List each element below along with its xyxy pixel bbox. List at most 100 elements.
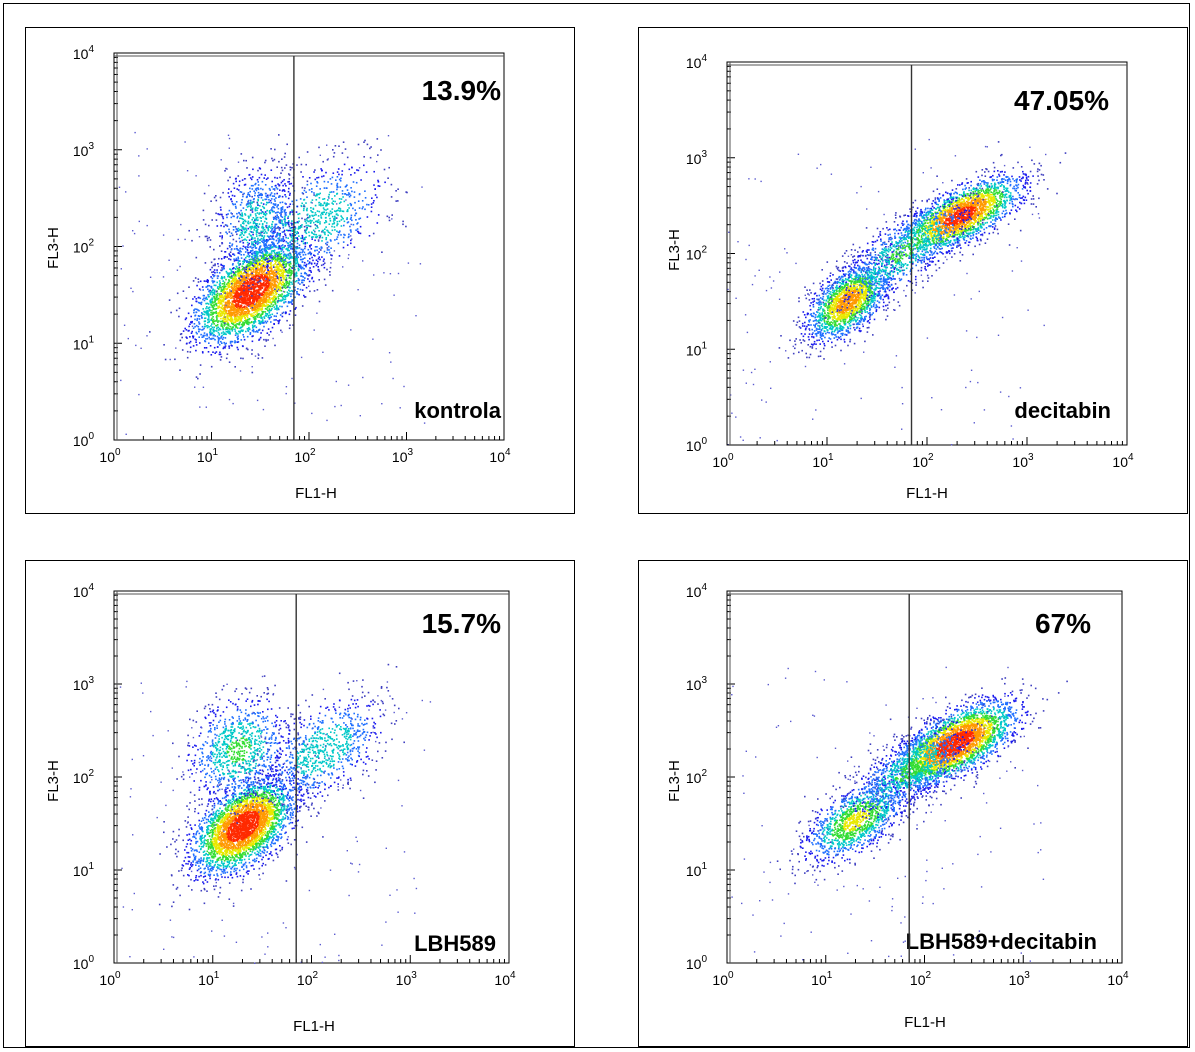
event-point: [263, 242, 265, 244]
event-point: [263, 282, 265, 285]
event-point: [261, 194, 263, 196]
event-point: [254, 266, 256, 269]
event-point: [263, 293, 266, 295]
event-point: [269, 189, 271, 191]
event-point: [262, 265, 265, 267]
event-point: [234, 310, 236, 312]
event-point: [276, 258, 279, 261]
event-point: [223, 346, 225, 348]
event-point: [259, 246, 261, 248]
event-point: [340, 198, 343, 200]
event-point: [233, 295, 236, 297]
event-point: [262, 263, 265, 266]
event-point: [285, 211, 287, 214]
event-point: [323, 187, 326, 189]
event-point: [228, 345, 230, 347]
event-point: [230, 307, 232, 310]
event-point: [281, 312, 284, 315]
event-point: [248, 294, 250, 296]
event-point: [235, 288, 238, 291]
event-point: [334, 215, 336, 218]
event-point: [268, 282, 270, 285]
event-point: [245, 330, 247, 333]
event-point: [220, 317, 222, 320]
event-point: [212, 311, 215, 314]
event-point: [204, 320, 207, 322]
event-point: [266, 308, 268, 310]
event-point: [212, 318, 215, 321]
event-point: [276, 285, 279, 287]
event-point: [278, 266, 280, 268]
event-point: [246, 285, 249, 288]
event-point: [276, 264, 278, 266]
event-point: [229, 315, 232, 318]
event-point: [304, 245, 307, 248]
event-point: [315, 236, 318, 239]
event-point: [253, 309, 255, 311]
event-point: [220, 299, 222, 302]
event-point: [185, 329, 188, 331]
event-point: [220, 306, 223, 309]
event-point: [324, 213, 327, 216]
event-point: [281, 206, 284, 208]
event-point: [280, 290, 283, 292]
event-point: [243, 239, 245, 241]
event-point: [377, 185, 380, 187]
event-point: [256, 235, 258, 237]
event-point: [270, 268, 273, 271]
event-point: [268, 260, 271, 262]
event-point: [281, 247, 283, 250]
event-point: [263, 273, 266, 276]
event-point: [239, 327, 241, 330]
event-point: [257, 187, 259, 189]
event-point: [247, 202, 250, 205]
event-point: [271, 221, 274, 223]
event-point: [284, 301, 287, 303]
event-point: [252, 297, 254, 300]
event-point: [224, 322, 226, 324]
event-point: [231, 281, 233, 284]
event-point: [254, 311, 257, 313]
event-point: [194, 338, 196, 341]
event-point: [311, 277, 313, 280]
event-point: [290, 295, 292, 298]
event-point: [225, 311, 227, 313]
event-point: [282, 283, 285, 285]
event-point: [323, 180, 326, 183]
event-point: [346, 156, 349, 159]
event-point: [305, 228, 308, 230]
event-point: [186, 350, 189, 353]
event-point: [265, 198, 268, 201]
event-point: [254, 183, 256, 186]
event-point: [241, 179, 244, 181]
event-point: [242, 207, 245, 209]
event-point: [254, 219, 256, 222]
event-point: [277, 217, 280, 219]
event-point: [263, 177, 265, 179]
event-point: [234, 318, 236, 321]
event-point: [270, 148, 272, 150]
event-point: [336, 188, 338, 191]
event-point: [256, 279, 259, 282]
event-point: [231, 284, 234, 286]
event-point: [207, 351, 210, 353]
event-point: [221, 267, 223, 269]
event-point: [224, 343, 226, 345]
event-point: [195, 311, 198, 313]
event-point: [258, 176, 261, 179]
event-point: [276, 242, 279, 245]
event-point: [213, 280, 215, 282]
event-point: [268, 279, 271, 282]
event-point: [261, 320, 263, 323]
event-point: [278, 160, 280, 163]
event-point: [289, 227, 291, 229]
event-point: [253, 222, 255, 224]
event-point: [220, 269, 222, 272]
event-point: [328, 213, 331, 216]
event-point: [304, 242, 307, 244]
event-point: [266, 313, 269, 316]
event-point: [315, 194, 318, 196]
event-point: [247, 192, 250, 194]
event-point: [244, 288, 247, 290]
event-point: [268, 284, 270, 287]
